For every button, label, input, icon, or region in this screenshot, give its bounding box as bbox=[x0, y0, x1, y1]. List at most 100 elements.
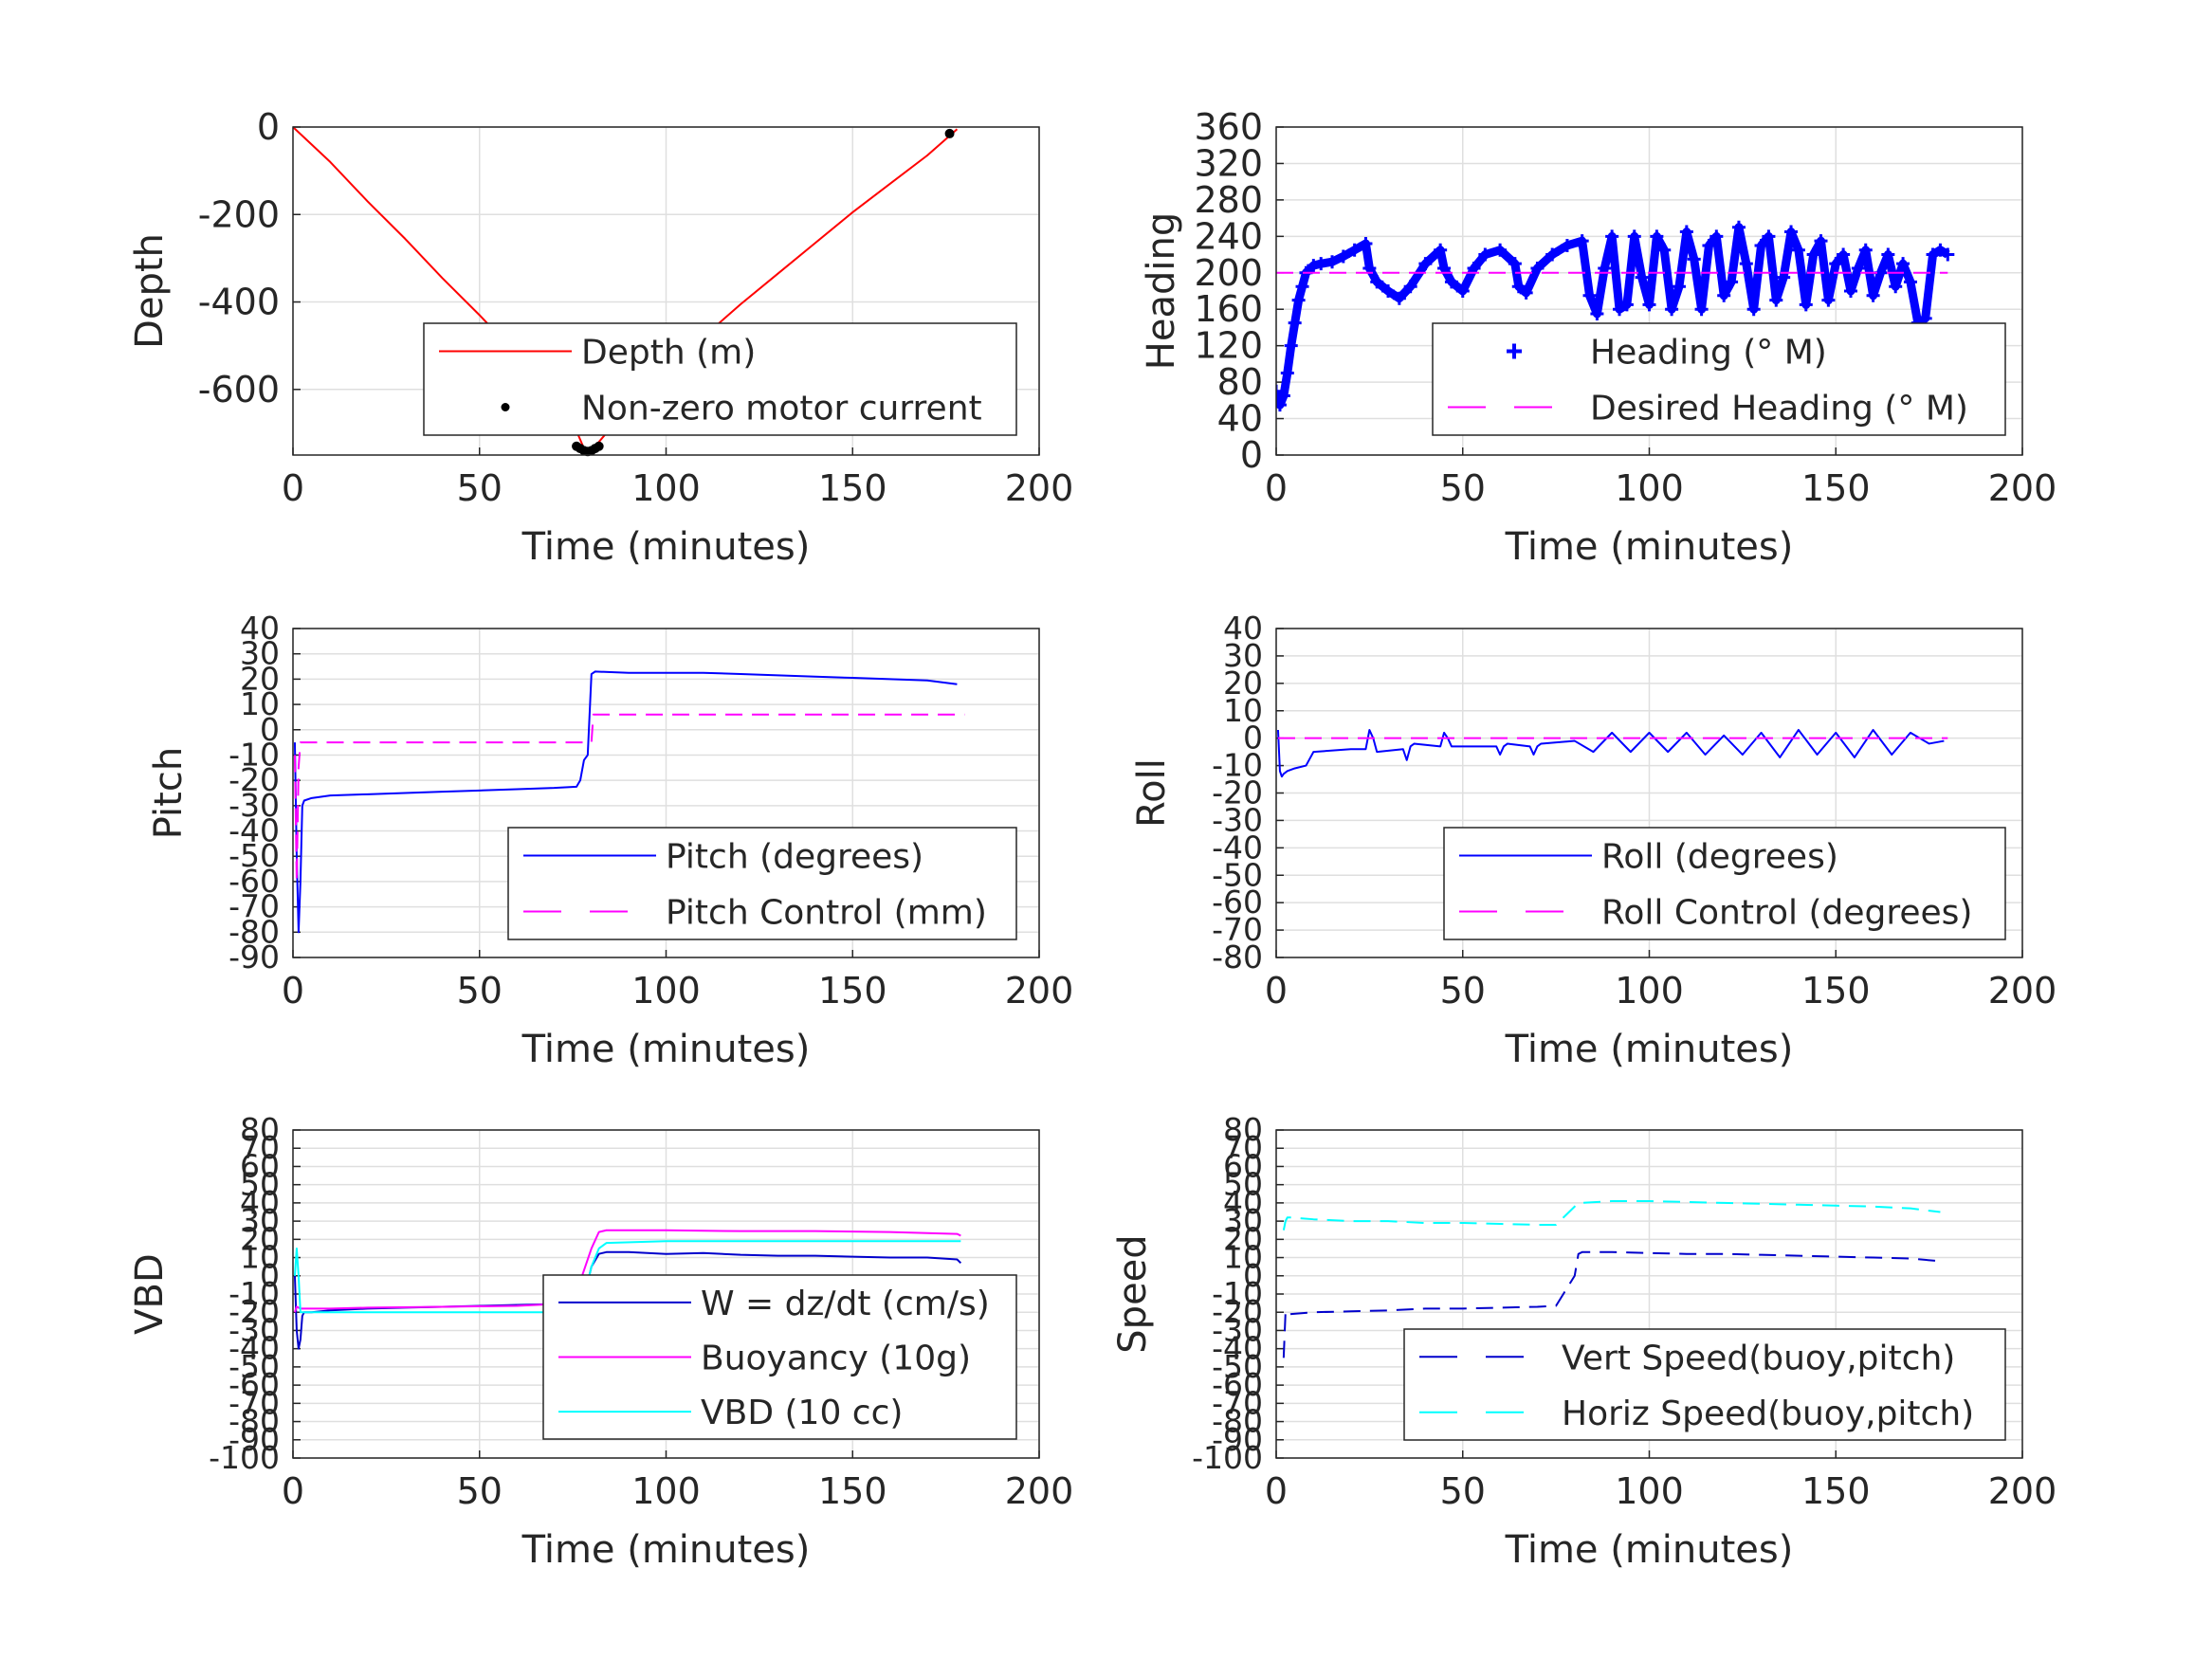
y-tick-label: -90 bbox=[229, 1421, 280, 1458]
y-tick-label: 0 bbox=[1240, 434, 1263, 476]
y-axis-label: Speed bbox=[1111, 1234, 1155, 1353]
y-tick-label: -400 bbox=[198, 282, 280, 323]
data-point bbox=[1933, 243, 1947, 257]
y-tick-label: 160 bbox=[1194, 288, 1263, 330]
data-point bbox=[1725, 275, 1739, 289]
x-tick-label: 100 bbox=[1615, 467, 1684, 509]
data-point bbox=[1635, 270, 1649, 284]
x-tick-label: 50 bbox=[1440, 467, 1486, 509]
data-point bbox=[1881, 247, 1895, 262]
data-point bbox=[1403, 280, 1417, 294]
y-tick-label: 40 bbox=[240, 1184, 280, 1221]
x-tick-label: 0 bbox=[282, 467, 304, 509]
series-vert-speed-buoy-pitch bbox=[1282, 1250, 1941, 1358]
data-point bbox=[1866, 288, 1880, 302]
data-point bbox=[1762, 229, 1776, 244]
y-tick-label: 0 bbox=[257, 106, 280, 148]
x-tick-label: 200 bbox=[1005, 467, 1074, 509]
data-point bbox=[1392, 291, 1406, 305]
y-tick-label: -30 bbox=[1212, 801, 1263, 838]
data-point bbox=[1791, 243, 1805, 257]
y-tick-label: 120 bbox=[1194, 325, 1263, 367]
legend-label: Heading (° M) bbox=[1590, 334, 1827, 373]
x-tick-label: 150 bbox=[1801, 1470, 1871, 1512]
x-tick-label: 150 bbox=[818, 467, 887, 509]
data-point bbox=[1545, 247, 1560, 262]
series-roll-degrees bbox=[1276, 728, 1945, 778]
y-tick-label: -70 bbox=[1212, 911, 1263, 948]
legend-marker bbox=[501, 403, 510, 411]
series-group bbox=[1276, 220, 1955, 412]
x-tick-label: 200 bbox=[1988, 467, 2057, 509]
y-tick-label: -100 bbox=[1192, 1439, 1263, 1476]
data-point bbox=[944, 128, 955, 138]
y-tick-label: 20 bbox=[240, 1220, 280, 1257]
chart-roll: 0 50 100 150 200-80-70-60-50-40-30-20-100102… bbox=[1130, 610, 2057, 1071]
y-tick-label: -60 bbox=[1212, 1366, 1263, 1403]
y-tick-label: -10 bbox=[229, 1275, 280, 1312]
x-tick-label: 50 bbox=[1440, 1470, 1486, 1512]
data-point bbox=[1295, 280, 1309, 294]
data-point bbox=[1381, 284, 1396, 298]
data-point bbox=[1370, 275, 1384, 289]
x-tick-label: 100 bbox=[631, 1470, 701, 1512]
x-axis-label: Time (minutes) bbox=[521, 1028, 811, 1071]
x-axis-label: Time (minutes) bbox=[1505, 1028, 1794, 1071]
x-tick-label: 50 bbox=[1440, 970, 1486, 1012]
data-point bbox=[1903, 275, 1917, 289]
y-tick-label: -600 bbox=[198, 369, 280, 410]
data-point bbox=[1582, 288, 1597, 302]
x-tick-label: 150 bbox=[1801, 970, 1871, 1012]
y-tick-label: 10 bbox=[240, 1239, 280, 1276]
y-tick-label: -20 bbox=[229, 1293, 280, 1330]
legend: W = dz/dt (cm/s) Buoyancy (10g) VBD (10 cc… bbox=[542, 1274, 1017, 1440]
series-pitch-degrees bbox=[293, 670, 958, 934]
x-tick-label: 50 bbox=[457, 467, 503, 509]
series-horiz-speed-buoy-pitch bbox=[1282, 1199, 1941, 1231]
y-tick-label: -10 bbox=[229, 736, 280, 773]
legend-box bbox=[1403, 1328, 2006, 1441]
data-point bbox=[1896, 257, 1910, 271]
data-point bbox=[1821, 293, 1836, 307]
y-tick-label: -40 bbox=[229, 812, 280, 849]
y-tick-label: 200 bbox=[1194, 252, 1263, 294]
y-tick-label: -30 bbox=[229, 787, 280, 824]
legend: Vert Speed(buoy,pitch) Horiz Speed(buoy,p… bbox=[1403, 1328, 2006, 1441]
y-tick-label: 0 bbox=[1243, 1257, 1263, 1294]
y-tick-label: -40 bbox=[229, 1330, 280, 1367]
data-point bbox=[1508, 257, 1522, 271]
data-point bbox=[1731, 220, 1746, 234]
legend-label: Buoyancy (10g) bbox=[701, 1340, 971, 1378]
x-tick-label: 150 bbox=[818, 970, 887, 1012]
x-tick-label: 50 bbox=[457, 970, 503, 1012]
y-axis-label: Heading bbox=[1140, 212, 1183, 370]
data-point bbox=[1619, 298, 1634, 312]
data-point bbox=[1276, 384, 1283, 398]
legend-label: Roll (degrees) bbox=[1601, 838, 1838, 877]
y-tick-label: -70 bbox=[1212, 1384, 1263, 1421]
y-tick-label: -200 bbox=[198, 193, 280, 235]
y-tick-label: 30 bbox=[240, 635, 280, 672]
chart-speed: 0 50 100 150 200-100-90-80-70-60-50-40-30-20… bbox=[1111, 1111, 2057, 1572]
y-tick-label: 0 bbox=[1243, 720, 1263, 757]
legend-marker bbox=[1507, 343, 1522, 359]
data-point bbox=[1307, 259, 1321, 273]
data-point bbox=[1926, 247, 1940, 262]
y-tick-label: -100 bbox=[209, 1439, 280, 1476]
data-point bbox=[1347, 243, 1362, 257]
data-point bbox=[1889, 280, 1903, 294]
data-point bbox=[1276, 398, 1287, 412]
y-tick-label: -10 bbox=[1212, 1275, 1263, 1312]
x-axis-label: Time (minutes) bbox=[521, 525, 811, 569]
data-point bbox=[1455, 284, 1470, 298]
data-point bbox=[594, 441, 604, 451]
x-tick-label: 150 bbox=[818, 1470, 887, 1512]
y-tick-label: -80 bbox=[1212, 1403, 1263, 1440]
data-point bbox=[1359, 237, 1373, 251]
chart-heading: 0 50 100 150 20004080120160200240280320360Ti… bbox=[1140, 106, 2057, 569]
x-tick-label: 0 bbox=[282, 970, 304, 1012]
legend: Depth (m) Non-zero motor current bbox=[423, 322, 1017, 436]
y-tick-label: 30 bbox=[1223, 637, 1263, 674]
legend-label: Horiz Speed(buoy,pitch) bbox=[1562, 1395, 1974, 1433]
